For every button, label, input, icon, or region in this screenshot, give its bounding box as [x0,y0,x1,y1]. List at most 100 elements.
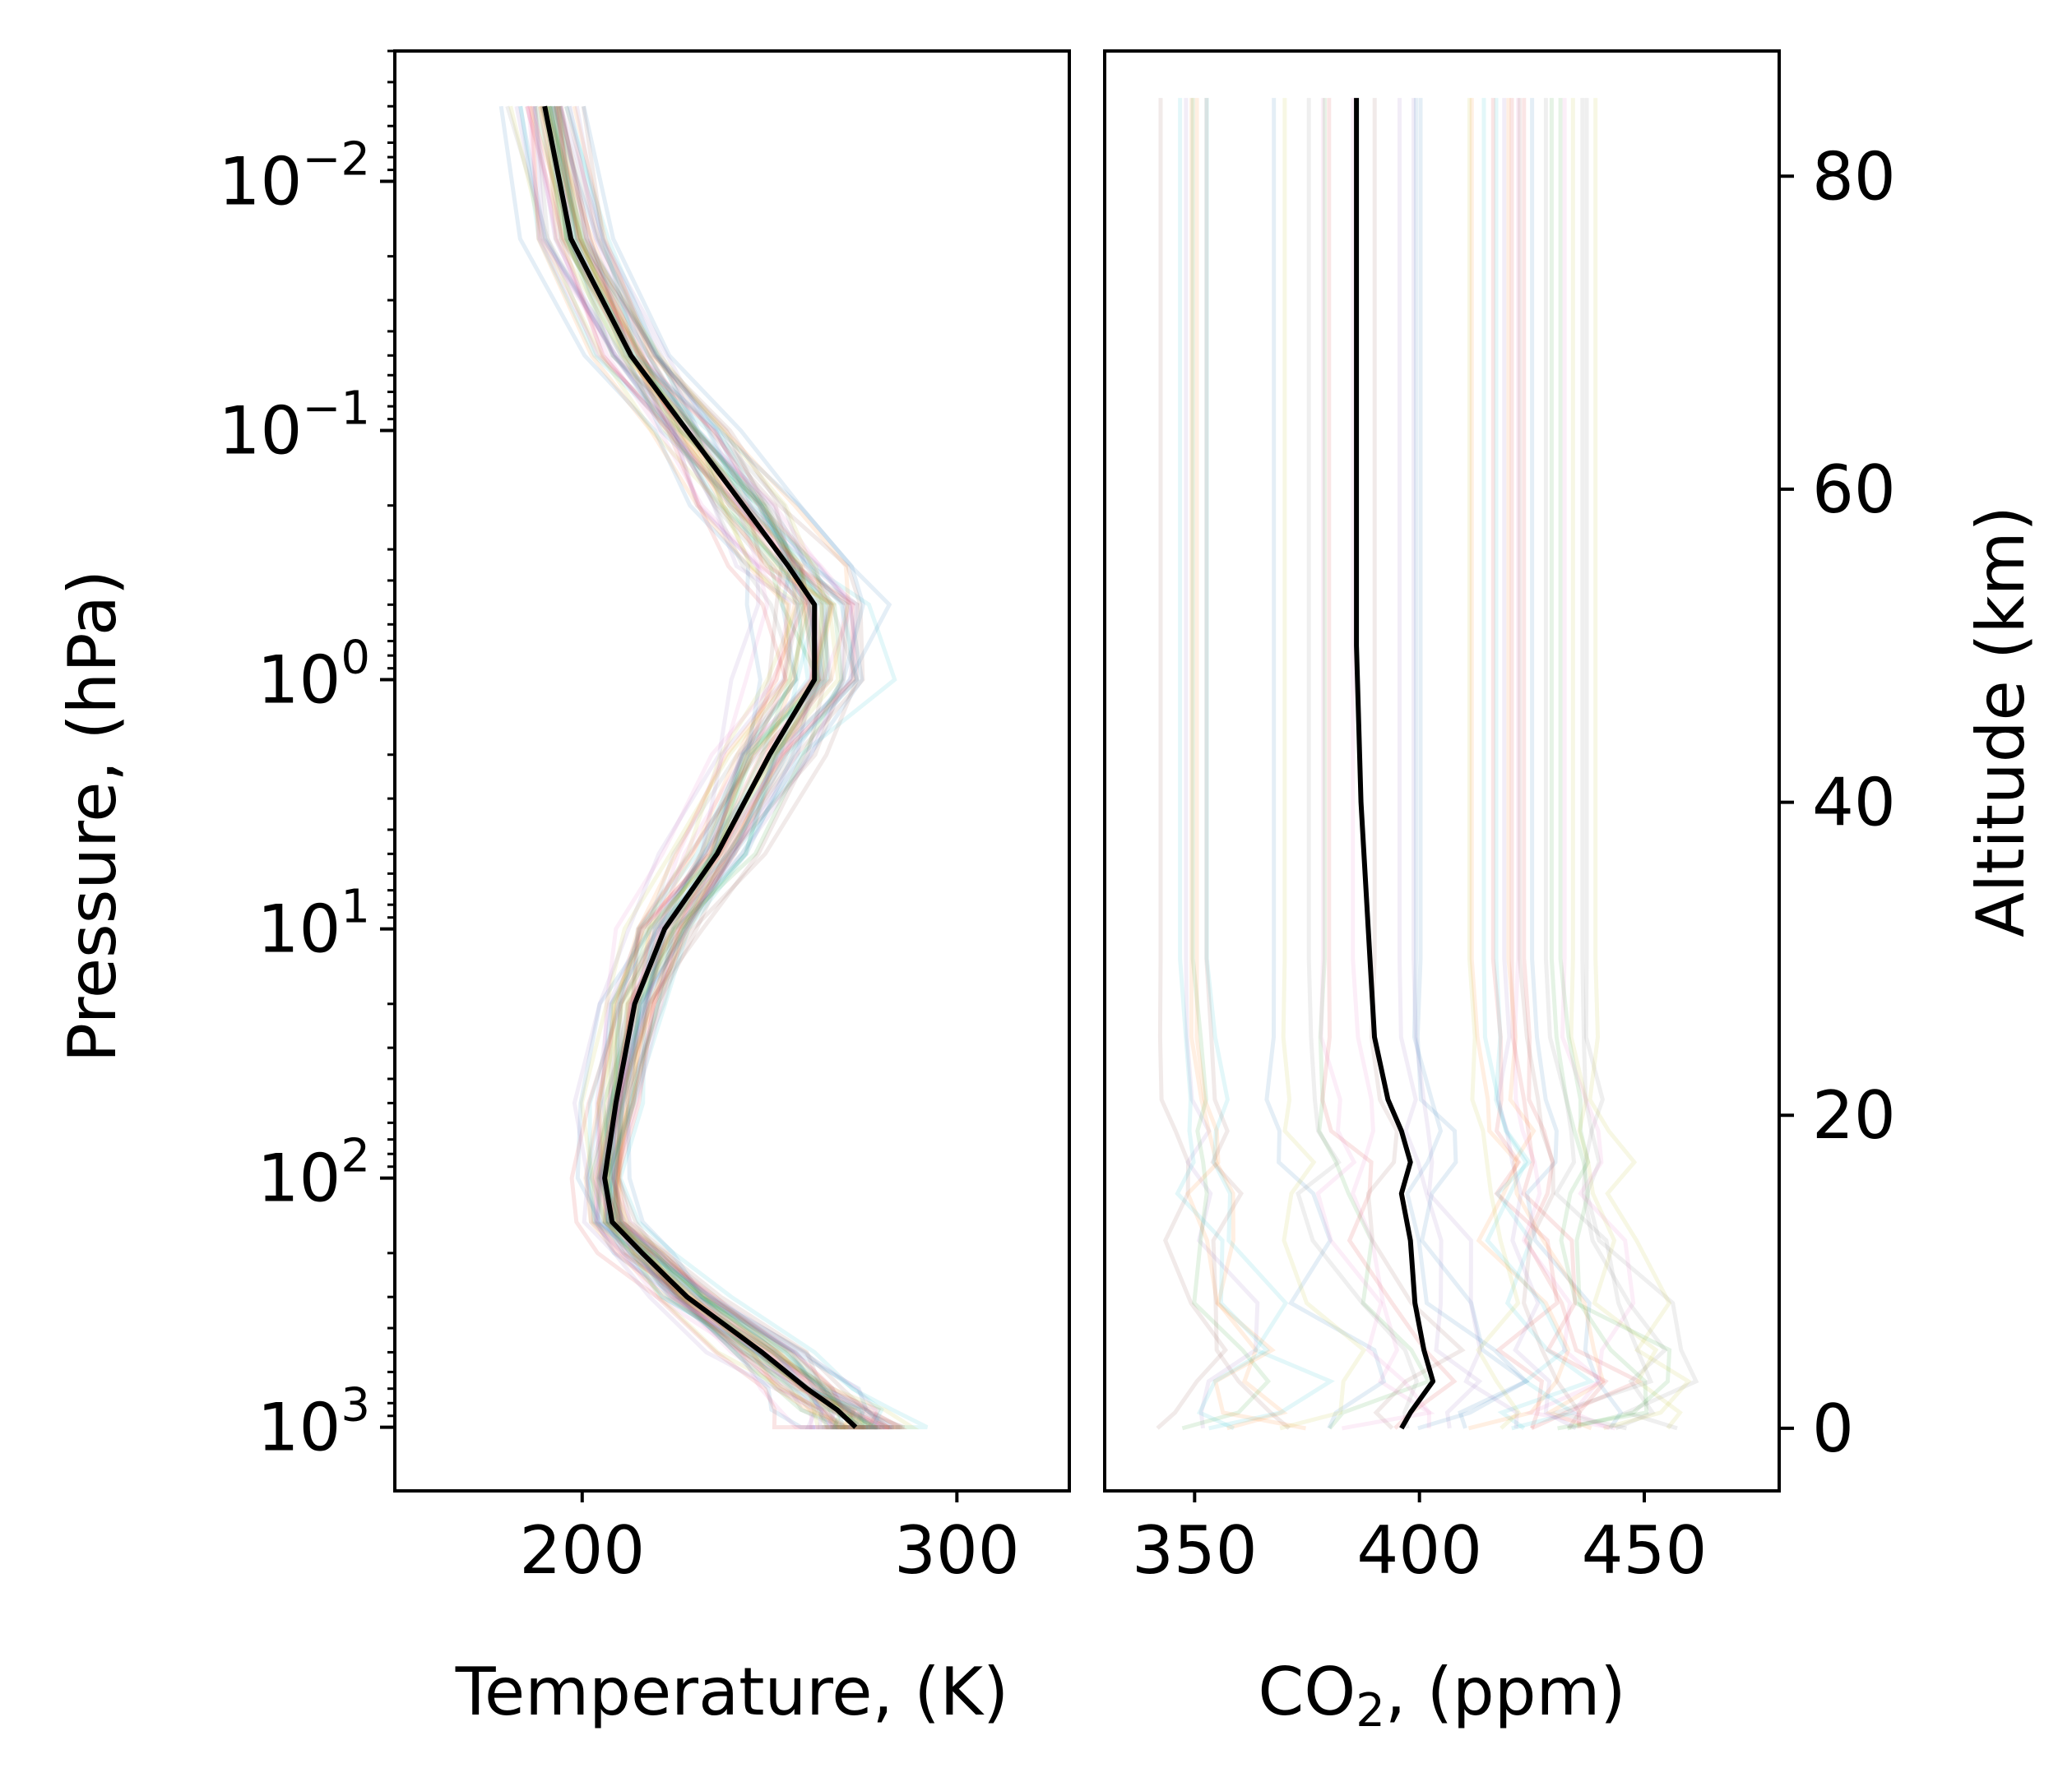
temperature-ensemble-line [557,105,885,1430]
co2-ensemble-line [1264,98,1387,1429]
co2-axis-title-post: , (ppm) [1385,1654,1626,1730]
co2-ensemble-line [1549,98,1649,1431]
co2-axis-title-sub: 2 [1356,1684,1385,1738]
temperature-ensemble-line [540,105,878,1430]
co2-ensemble-line [1317,98,1432,1430]
temperature-ensemble-line [554,105,893,1430]
co2-ensemble-line [1342,98,1435,1431]
co2-ensemble-line [1512,98,1615,1431]
co2-ensemble-line [1509,98,1609,1428]
co2-ensemble-line [1398,98,1483,1429]
pressure-y-tick-label: 10−2 [219,132,370,220]
co2-x-ticks: 350 400 450 [1132,1491,1707,1589]
pressure-y-tick-label: 10−1 [219,382,370,469]
co2-x-tick-label: 350 [1132,1512,1258,1589]
temperature-ensemble-line [554,105,878,1430]
co2-ensemble-line [1588,98,1692,1431]
temperature-ensemble-lines [498,105,929,1430]
tick-exponent: 1 [341,881,370,934]
co2-ensemble-line [1204,98,1335,1431]
temperature-x-tick-label: 300 [894,1512,1020,1589]
temperature-ensemble-line [581,105,901,1430]
temperature-ensemble-line [582,105,894,1430]
co2-mean-line [1354,98,1436,1430]
pressure-y-tick-label: 102 [257,1130,370,1217]
temperature-x-tick-label: 200 [519,1512,645,1589]
temperature-ensemble-line [540,105,882,1430]
co2-ensemble-line [1558,98,1672,1431]
co2-ensemble-line [1156,98,1229,1430]
altitude-axis-title: Altitude (km) [1963,506,2039,937]
temperature-x-ticks: 200 300 [519,1491,1020,1589]
altitude-y-tick-label: 20 [1812,1077,1896,1154]
temperature-ensemble-line [556,105,878,1430]
temperature-ensemble-line [505,105,838,1430]
co2-axes-frame [1103,49,1781,1493]
temperature-ensemble-line [553,106,883,1430]
temperature-ensemble-line [548,105,891,1430]
pressure-y-tick-label: 100 [257,632,370,719]
co2-ensemble-line [1495,98,1578,1431]
pressure-minor-ticks [387,49,395,1418]
tick-exponent: 2 [341,1130,370,1183]
tick-exponent: 3 [341,1379,370,1432]
tick-base: 10 [257,1141,341,1217]
temperature-ensemble-line [538,105,848,1430]
co2-ensemble-line [1296,98,1419,1429]
temperature-mean-line [542,105,858,1429]
co2-ensemble-line [1522,98,1644,1431]
temperature-axis-title: Temperature, (K) [455,1654,1009,1730]
temperature-ensemble-line [558,105,891,1430]
co2-ensemble-line [1494,98,1596,1430]
pressure-y-tick-label: 103 [257,1379,370,1466]
co2-ensemble-line [1405,98,1530,1431]
co2-ensemble-line [1411,98,1519,1429]
co2-ensemble-lines [1156,98,1699,1431]
temperature-ensemble-line [557,105,870,1430]
pressure-y-tick-label: 101 [257,881,370,968]
temperature-ensemble-line [555,105,878,1430]
co2-axis-title-pre: CO [1258,1654,1356,1730]
temperature-ensemble-line [545,106,871,1430]
temperature-ensemble-line [547,105,865,1430]
temperature-ensemble-line [564,105,929,1430]
co2-ensemble-line [1580,98,1699,1431]
temperature-ensemble-line [574,105,891,1430]
temperature-ensemble-line [528,106,820,1430]
tick-base: 10 [219,143,303,220]
co2-ensemble-line [1569,98,1683,1430]
co2-ensemble-line [1467,98,1571,1431]
co2-ensemble-line [1543,98,1654,1431]
temperature-ensemble-line [532,105,846,1430]
co2-x-tick-label: 400 [1356,1512,1482,1589]
temperature-ensemble-line [568,105,892,1430]
co2-panel: 350 400 450 0 20 40 60 80 CO2, (ppm) Altitude … [1103,49,2039,1738]
co2-ensemble-line [1481,98,1578,1431]
temperature-ensemble-line [559,105,892,1430]
temperature-ensemble-line [554,105,903,1430]
temperature-ensemble-line [539,105,855,1430]
temperature-ensemble-line [532,106,839,1430]
co2-ensemble-line [1204,98,1291,1430]
temperature-ensemble-line [551,105,882,1430]
co2-ensemble-line [1184,98,1260,1429]
altitude-y-tick-label: 40 [1812,765,1896,841]
co2-ensemble-line [1581,98,1668,1431]
co2-ensemble-line [1560,98,1636,1431]
temperature-ensemble-line [572,105,889,1430]
altitude-y-tick-label: 0 [1812,1391,1854,1467]
tick-base: 10 [219,392,303,469]
co2-ensemble-line [1490,98,1560,1429]
temperature-ensemble-line [557,105,864,1430]
co2-ensemble-line [1175,98,1271,1431]
co2-x-tick-label: 450 [1582,1512,1708,1589]
co2-ensemble-line [1320,98,1458,1430]
altitude-y-tick-label: 60 [1812,451,1896,528]
temperature-ensemble-line [547,105,920,1430]
temperature-ensemble-line [567,105,869,1430]
temperature-ensemble-line [530,106,850,1430]
temperature-ensemble-line [517,105,846,1430]
tick-exponent: −2 [302,132,370,186]
